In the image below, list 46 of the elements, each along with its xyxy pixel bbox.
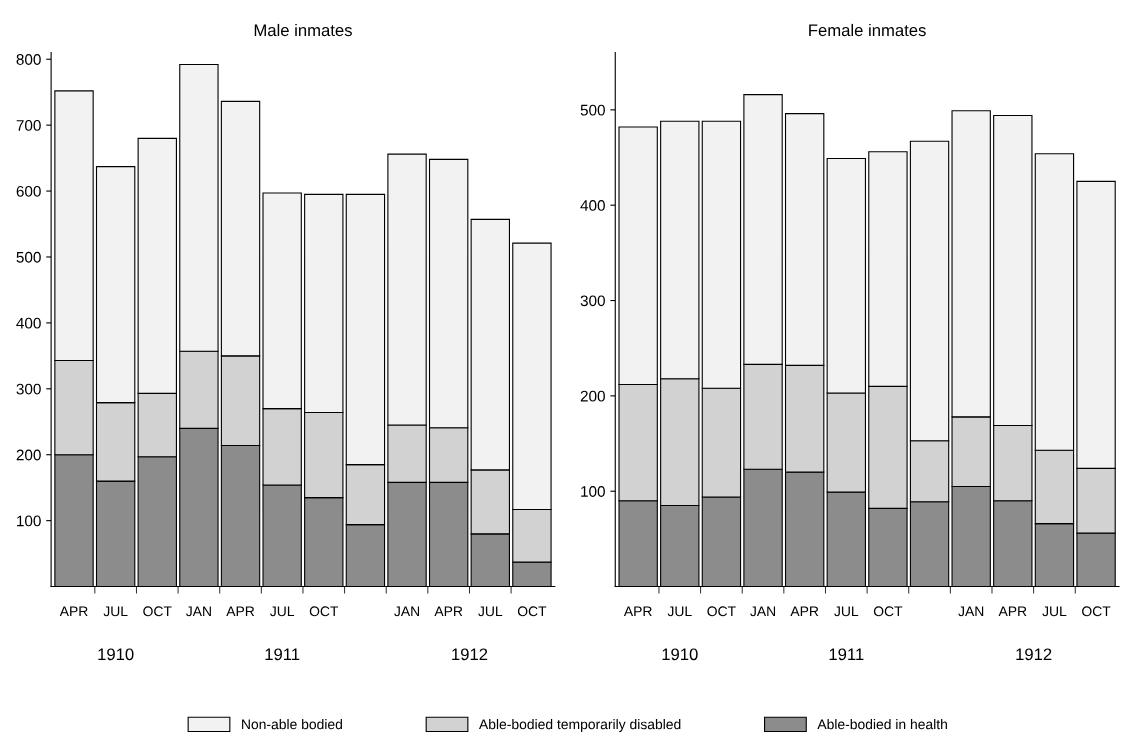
text: 1910	[98, 648, 134, 661]
legend-label: Able-bodied temporarily disabled	[479, 719, 681, 732]
text: 1910	[662, 648, 698, 661]
chart-title: Male inmates	[254, 23, 352, 37]
y-tick-label: 800	[16, 54, 41, 65]
y-tick-label: 400	[16, 317, 41, 329]
x-tick-label: JUL	[478, 606, 503, 617]
x-tick-label: OCT	[873, 606, 903, 617]
x-tick-label: OCT	[517, 606, 547, 617]
x-tick-label: APR	[226, 606, 255, 617]
y-tick-label: 100	[581, 486, 605, 497]
text: 1911	[829, 648, 864, 661]
x-tick-label: JAN	[186, 606, 211, 617]
x-tick-label: APR	[623, 606, 652, 617]
x-tick-label: APR	[59, 606, 88, 617]
text: 1912	[1016, 648, 1052, 661]
x-tick-label: JAN	[750, 606, 776, 617]
chart-title: Female inmates	[809, 23, 926, 37]
x-tick-label: JUL	[270, 606, 295, 617]
x-tick-label: OCT	[1082, 606, 1111, 617]
text: 1912	[452, 648, 488, 661]
y-tick-label: 300	[580, 295, 605, 307]
y-tick-label: 600	[16, 185, 41, 197]
x-tick-label: JAN	[394, 606, 420, 617]
x-tick-label: JUL	[834, 606, 859, 617]
y-tick-label: 300	[16, 383, 41, 395]
y-tick-label: 100	[17, 515, 41, 527]
legend-label: Non-able bodied	[242, 719, 342, 730]
x-tick-label: APR	[434, 606, 463, 617]
y-tick-label: 200	[580, 390, 605, 402]
x-tick-label: OCT	[143, 606, 172, 617]
x-tick-label: JAN	[958, 606, 984, 617]
x-tick-label: OCT	[309, 606, 339, 617]
x-tick-label: JUL	[103, 606, 128, 617]
y-tick-label: 400	[580, 200, 605, 211]
y-tick-label: 200	[16, 449, 41, 461]
x-tick-label: JUL	[1042, 606, 1067, 617]
text: 1911	[265, 648, 300, 661]
y-tick-label: 700	[16, 120, 41, 131]
x-tick-label: APR	[998, 606, 1027, 617]
y-tick-label: 500	[580, 104, 605, 116]
x-tick-label: OCT	[707, 606, 736, 617]
legend-label: Able-bodied in health	[817, 719, 947, 730]
y-tick-label: 500	[16, 251, 41, 263]
x-tick-label: JUL	[667, 606, 692, 617]
x-tick-label: APR	[790, 606, 819, 617]
